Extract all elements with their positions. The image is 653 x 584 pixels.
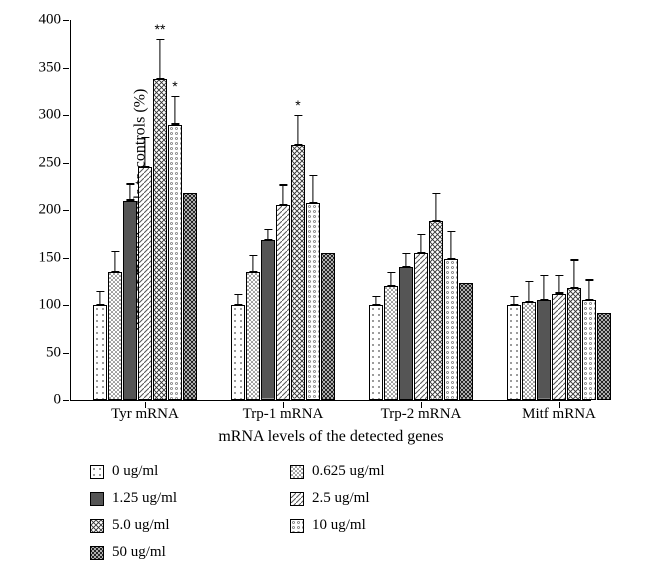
legend-item: 10 ug/ml [290, 517, 490, 534]
bar [597, 313, 611, 400]
bar [459, 283, 473, 400]
bar [429, 221, 443, 400]
group-label: Trp-1 mRNA [231, 406, 335, 423]
significance-marker: ** [155, 21, 166, 37]
error-bar [144, 137, 145, 167]
error-bar [420, 234, 421, 253]
legend-swatch [90, 492, 104, 506]
error-bar [99, 291, 100, 305]
legend-label: 50 ug/ml [112, 544, 166, 561]
y-tick-label: 0 [54, 392, 72, 409]
x-axis-label: mRNA levels of the detected genes [71, 428, 591, 446]
bar [153, 79, 167, 400]
error-bar [114, 251, 115, 272]
legend-swatch [90, 546, 104, 560]
bar [306, 203, 320, 400]
error-bar [390, 272, 391, 286]
error-bar [513, 296, 514, 306]
error-bar [297, 115, 298, 145]
bar [93, 305, 107, 400]
error-bar [405, 253, 406, 267]
legend-item: 50 ug/ml [90, 544, 290, 561]
bar [108, 272, 122, 400]
y-tick-label: 400 [39, 12, 72, 29]
bar [567, 288, 581, 400]
plot-area: Ratio of mRNA levels to controls (%) mRN… [70, 20, 591, 401]
legend-item: 2.5 ug/ml [290, 490, 490, 507]
bar [183, 193, 197, 400]
error-bar [543, 275, 544, 301]
bar [384, 286, 398, 400]
y-tick-label: 200 [39, 202, 72, 219]
legend-swatch [90, 465, 104, 479]
y-tick-label: 150 [39, 249, 72, 266]
error-bar [558, 275, 559, 294]
legend: 0 ug/ml 0.625 ug/ml 1.25 ug/ml 2.5 ug/ml 5.0… [90, 463, 643, 561]
bar [168, 125, 182, 401]
bar [138, 167, 152, 400]
significance-marker: * [295, 97, 300, 113]
bar [123, 201, 137, 401]
legend-item: 5.0 ug/ml [90, 517, 290, 534]
legend-item: 0 ug/ml [90, 463, 290, 480]
error-bar [129, 183, 130, 200]
bar-group: Trp-2 mRNA [369, 20, 473, 400]
bar [261, 240, 275, 400]
error-bar [237, 294, 238, 305]
bar [522, 302, 536, 400]
bar-group: Tyr mRNA*** [93, 20, 197, 400]
bar [414, 253, 428, 400]
bar [369, 305, 383, 400]
error-bar [588, 279, 589, 300]
bar [552, 294, 566, 400]
error-bar [267, 229, 268, 240]
error-bar [435, 193, 436, 222]
bar [231, 305, 245, 400]
legend-swatch [90, 519, 104, 533]
bar-chart: Ratio of mRNA levels to controls (%) mRN… [10, 20, 643, 561]
error-bar [174, 96, 175, 125]
legend-label: 2.5 ug/ml [312, 490, 370, 507]
significance-marker: * [172, 78, 177, 94]
bar [276, 205, 290, 400]
bar [444, 259, 458, 400]
bar [291, 145, 305, 400]
error-bar [573, 259, 574, 288]
error-bar [282, 184, 283, 205]
bar [507, 305, 521, 400]
legend-swatch [290, 492, 304, 506]
bar [399, 267, 413, 400]
y-tick-label: 100 [39, 297, 72, 314]
group-label: Tyr mRNA [93, 406, 197, 423]
legend-item: 1.25 ug/ml [90, 490, 290, 507]
bar [246, 272, 260, 400]
bar [321, 253, 335, 400]
error-bar [252, 255, 253, 272]
y-tick-label: 50 [46, 344, 71, 361]
bar-group: Mitf mRNA [507, 20, 611, 400]
legend-label: 0.625 ug/ml [312, 463, 385, 480]
error-bar [312, 175, 313, 204]
error-bar [528, 281, 529, 302]
y-tick-label: 300 [39, 107, 72, 124]
error-bar [159, 39, 160, 79]
legend-label: 10 ug/ml [312, 517, 366, 534]
y-tick-label: 250 [39, 154, 72, 171]
legend-label: 1.25 ug/ml [112, 490, 177, 507]
legend-item: 0.625 ug/ml [290, 463, 490, 480]
legend-label: 0 ug/ml [112, 463, 158, 480]
error-bar [450, 231, 451, 260]
bar [537, 300, 551, 400]
legend-swatch [290, 465, 304, 479]
y-tick-label: 350 [39, 59, 72, 76]
bar-group: Trp-1 mRNA* [231, 20, 335, 400]
group-label: Trp-2 mRNA [369, 406, 473, 423]
error-bar [375, 296, 376, 306]
group-label: Mitf mRNA [507, 406, 611, 423]
legend-label: 5.0 ug/ml [112, 517, 170, 534]
legend-swatch [290, 519, 304, 533]
bar [582, 300, 596, 400]
